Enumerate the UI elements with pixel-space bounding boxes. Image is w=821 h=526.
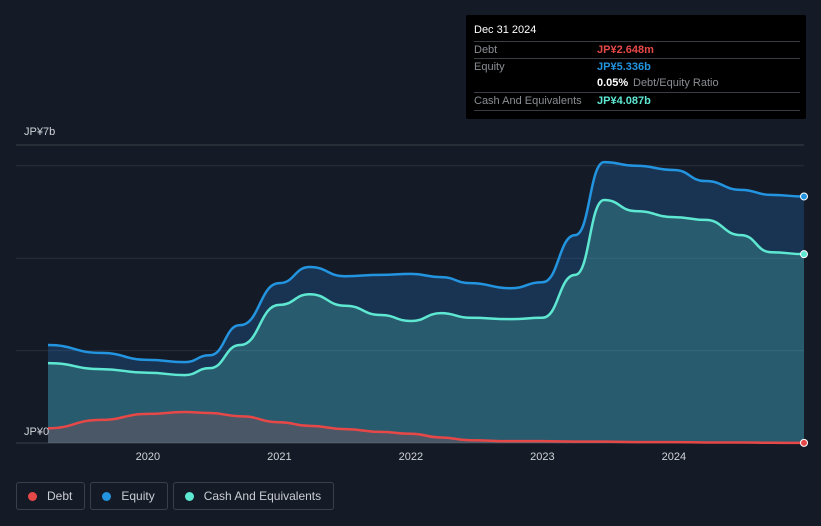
- tooltip-row-ratio: 0.05% Debt/Equity Ratio: [597, 77, 719, 89]
- tooltip-row-equity: Equity JP¥5.336b: [474, 58, 800, 76]
- x-tick-label: 2023: [530, 451, 554, 463]
- tooltip-row-cash: Cash And Equivalents JP¥4.087b: [474, 92, 800, 111]
- y-top-label: JP¥7b: [24, 126, 55, 138]
- debt-area: [48, 412, 804, 443]
- equity-dot-icon: [102, 491, 112, 501]
- debt-line: [47, 410, 805, 445]
- tooltip: Dec 31 2024 Debt JP¥2.648m Equity JP¥5.336…: [466, 15, 806, 119]
- equity-area: [48, 162, 804, 443]
- y-bottom-label: JP¥0: [24, 426, 49, 438]
- equity-end-point: [800, 192, 808, 201]
- x-tick-label: 2021: [267, 451, 291, 463]
- x-tick-label: 2022: [399, 451, 423, 463]
- equity-line: [47, 160, 805, 364]
- cash-and-equivalents-area: [48, 199, 804, 443]
- legend-debt[interactable]: Debt: [16, 482, 86, 510]
- cash-and-equivalents-end-point: [800, 250, 808, 259]
- x-tick-label: 2020: [136, 451, 160, 463]
- cash-and-equivalents-line: [47, 198, 805, 377]
- legend: Debt Equity Cash And Equivalents: [16, 482, 335, 510]
- chart: 2020 2021 2022 2023 2024 JP¥7b JP¥0: [16, 126, 808, 463]
- debt-dot-icon: [28, 491, 37, 501]
- cash-dot-icon: [184, 491, 194, 501]
- legend-equity[interactable]: Equity: [90, 482, 168, 510]
- tooltip-date: Dec 31 2024: [474, 24, 537, 36]
- tooltip-row-debt: Debt JP¥2.648m: [474, 41, 800, 59]
- debt-end-point: [800, 438, 808, 447]
- legend-cash[interactable]: Cash And Equivalents: [172, 482, 335, 510]
- x-tick-label: 2024: [662, 451, 686, 463]
